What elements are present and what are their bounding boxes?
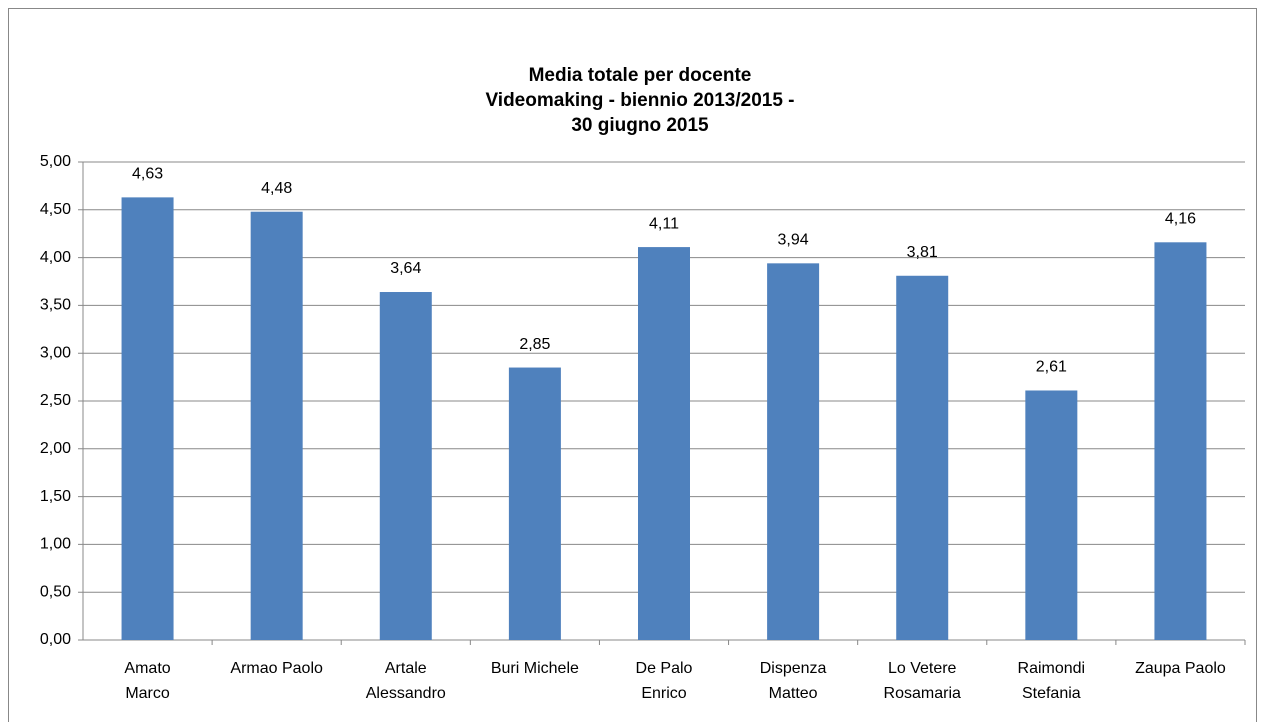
bar	[250, 211, 303, 640]
bar	[767, 263, 820, 640]
x-tick-label: Armao Paolo	[230, 660, 323, 677]
y-tick-label: 0,50	[40, 583, 71, 600]
bar	[1154, 242, 1207, 640]
bar	[638, 247, 690, 641]
x-tick-label: Zaupa Paolo	[1135, 660, 1226, 677]
chart-title: Media totale per docente	[529, 65, 752, 86]
value-label: 4,16	[1165, 211, 1196, 228]
x-tick-label: De Palo Enrico	[635, 660, 693, 702]
bar	[1025, 390, 1078, 640]
y-tick-label: 1,00	[40, 536, 71, 553]
x-tick-label: Artale Alessandro	[365, 660, 446, 702]
bar	[379, 292, 432, 640]
y-tick-label: 3,50	[40, 297, 71, 314]
x-tick-label: Amato Marco	[124, 660, 171, 702]
value-label: 4,48	[261, 180, 292, 197]
y-tick-label: 3,00	[40, 344, 71, 361]
x-tick-label: Buri Michele	[490, 660, 579, 677]
bar	[896, 275, 949, 640]
value-label: 3,94	[778, 232, 809, 249]
y-tick-label: 2,50	[40, 392, 71, 409]
y-tick-label: 5,00	[40, 153, 71, 170]
value-label: 3,64	[390, 260, 421, 277]
bar	[121, 197, 174, 640]
y-tick-label: 0,00	[40, 631, 71, 648]
value-label: 2,61	[1036, 359, 1067, 376]
x-tick-label: Lo Vetere Rosamaria	[883, 660, 961, 702]
y-tick-label: 2,00	[40, 440, 71, 457]
value-label: 2,85	[519, 336, 550, 353]
bar	[508, 367, 561, 640]
y-tick-label: 4,50	[40, 201, 71, 218]
x-tick-label: Raimondi Stefania	[1017, 660, 1086, 702]
value-label: 4,11	[649, 215, 679, 232]
chart-title: 30 giugno 2015	[571, 115, 709, 136]
value-label: 4,63	[132, 166, 163, 183]
y-tick-label: 4,00	[40, 249, 71, 266]
value-label: 3,81	[907, 244, 938, 261]
y-tick-label: 1,50	[40, 488, 71, 505]
chart-title: Videomaking - biennio 2013/2015 -	[485, 90, 794, 111]
x-tick-label: Dispenza Matteo	[759, 660, 827, 702]
